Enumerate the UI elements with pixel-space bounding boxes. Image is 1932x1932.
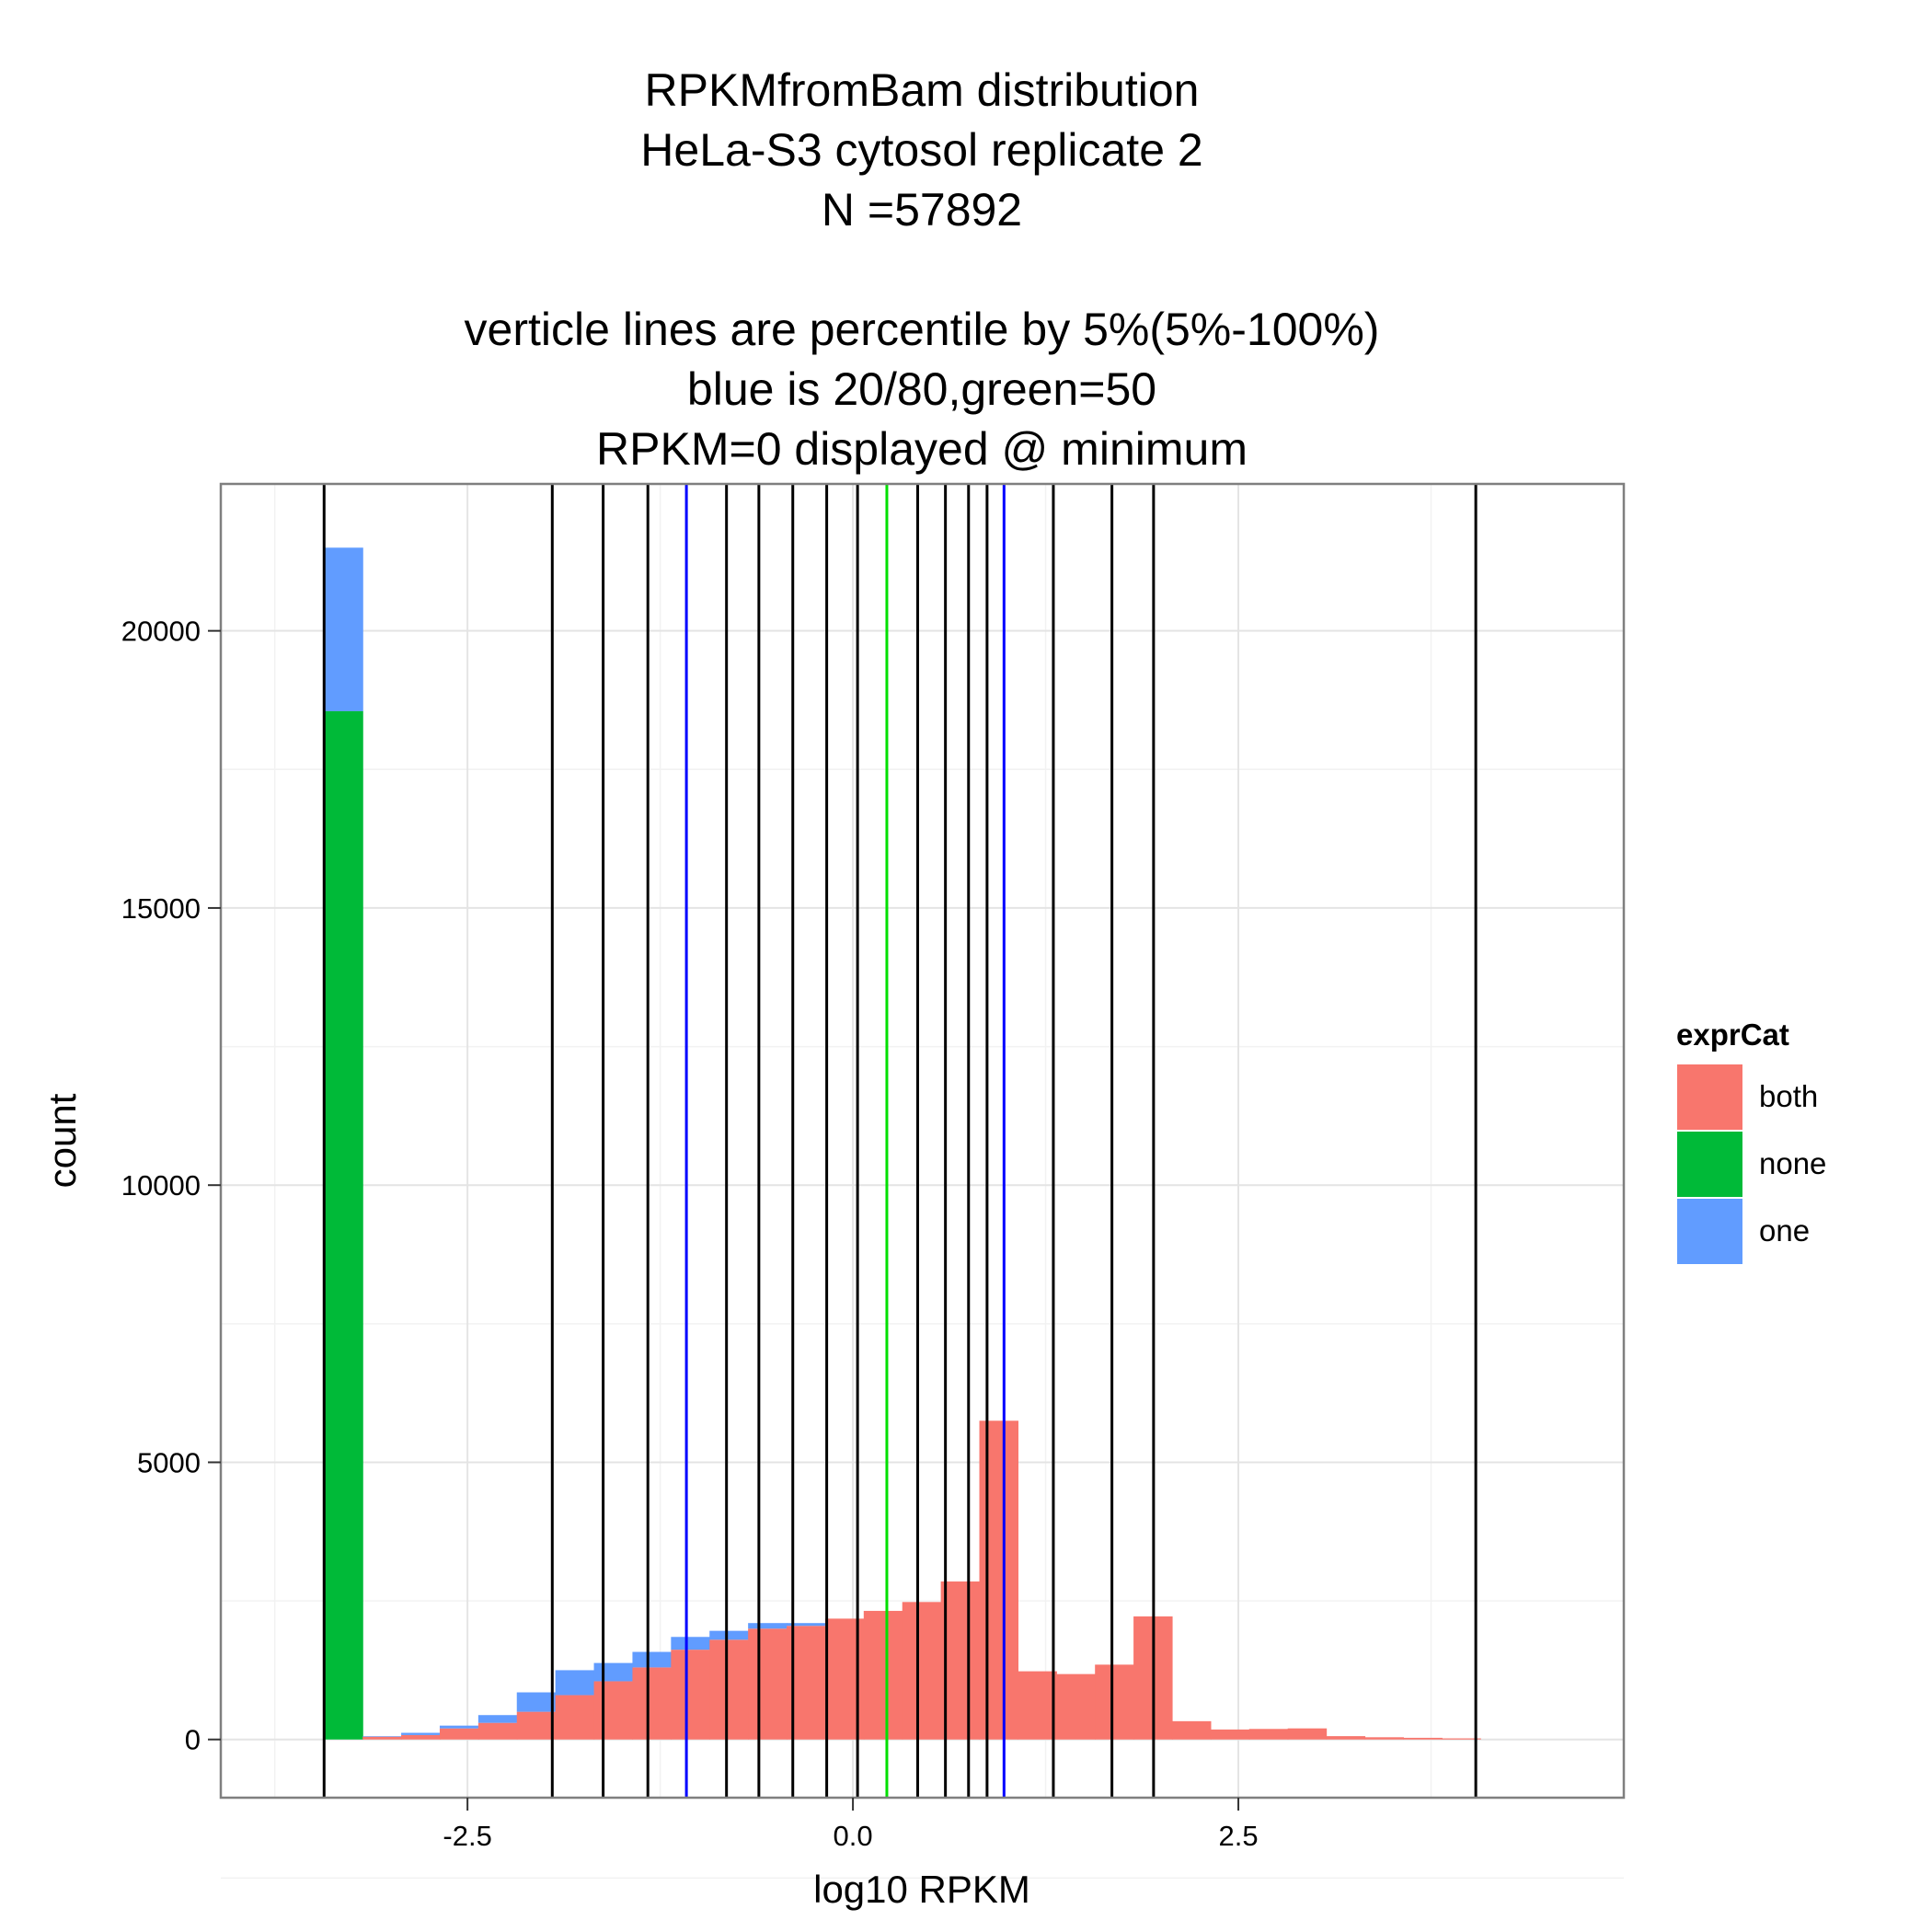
histogram-bar-both	[1248, 1729, 1289, 1740]
histogram-bar-one	[748, 1623, 788, 1629]
histogram-bar-one	[439, 1725, 479, 1729]
histogram-bar-both	[940, 1581, 981, 1740]
x-axis: -2.5 0.0 2.5	[443, 1798, 1259, 1852]
legend-label-none: none	[1759, 1146, 1826, 1180]
histogram-bar-both	[1095, 1664, 1134, 1740]
histogram-bar-both	[1442, 1738, 1481, 1740]
legend-label-both: both	[1759, 1079, 1818, 1113]
histogram-bar-both	[362, 1736, 402, 1740]
histogram-bar-both	[1287, 1728, 1328, 1740]
histogram-bar-both	[902, 1602, 942, 1740]
histogram-bar-both	[709, 1639, 749, 1740]
histogram-bar-both	[671, 1650, 710, 1740]
legend-swatch-one	[1675, 1197, 1744, 1266]
y-axis-tick-label: 15000	[121, 892, 201, 925]
histogram-bar-both	[555, 1695, 595, 1740]
histogram-bar-both	[1326, 1736, 1366, 1740]
histogram-bar-one	[401, 1732, 441, 1735]
histogram-bar-both	[748, 1628, 788, 1740]
legend-swatch-both	[1675, 1063, 1744, 1132]
y-axis: 0 5000 10000 15000 20000	[121, 615, 221, 1756]
histogram-bar-both	[1056, 1673, 1096, 1740]
histogram-bar-one	[632, 1651, 672, 1668]
plot-panel	[221, 484, 1624, 1798]
histogram-bar-none	[324, 711, 363, 1740]
chart-title-line: RPKM=0 displayed @ minimum	[596, 423, 1248, 475]
x-axis-title: log10 RPKM	[813, 1868, 1030, 1911]
histogram-bar-one	[516, 1692, 557, 1712]
histogram-bar-both	[1210, 1729, 1250, 1740]
histogram-bar-both	[593, 1681, 634, 1740]
histogram-bars	[324, 547, 1481, 1740]
histogram-bar-one	[324, 547, 363, 712]
x-axis-tick-label: -2.5	[443, 1820, 491, 1852]
histogram-bar-one	[671, 1637, 710, 1650]
histogram-bar-one	[362, 1736, 402, 1737]
legend-swatch-none	[1675, 1130, 1744, 1199]
percentile-lines	[322, 484, 1478, 1798]
histogram-bar-both	[1171, 1720, 1212, 1740]
chart-title-line: N =57892	[822, 184, 1022, 236]
histogram-bar-both	[439, 1728, 479, 1740]
y-axis-tick-label: 0	[185, 1724, 201, 1756]
chart-title-line: verticle lines are percentile by 5%(5%-1…	[465, 304, 1380, 355]
histogram-bar-one	[477, 1715, 518, 1723]
chart-title-line: RPKMfromBam distribution	[645, 64, 1200, 116]
chart-title: RPKMfromBam distribution HeLa-S3 cytosol …	[465, 64, 1380, 475]
legend-label-one: one	[1759, 1213, 1810, 1248]
histogram-bar-both	[477, 1722, 518, 1740]
x-axis-tick-label: 0.0	[834, 1820, 873, 1852]
plot-panel-border	[219, 482, 1626, 1800]
histogram-bar-both	[1403, 1737, 1443, 1740]
histogram-bar-one	[593, 1662, 634, 1682]
histogram-bar-both	[863, 1610, 903, 1740]
histogram-bar-one	[709, 1630, 749, 1640]
histogram-bar-both	[632, 1667, 672, 1740]
histogram-bar-one	[555, 1670, 595, 1696]
y-axis-title: count	[40, 1093, 84, 1188]
chart-title-line: blue is 20/80,green=50	[687, 363, 1156, 415]
legend-title: exprCat	[1676, 1018, 1789, 1052]
y-axis-tick-label: 10000	[121, 1169, 201, 1202]
histogram-bar-both	[1364, 1737, 1404, 1740]
histogram-bar-both	[1018, 1671, 1057, 1740]
histogram-bar-both	[516, 1711, 557, 1740]
y-axis-tick-label: 20000	[121, 615, 201, 648]
histogram-bar-both	[401, 1734, 441, 1740]
chart-title-line: HeLa-S3 cytosol replicate 2	[640, 124, 1202, 176]
histogram-bar-both	[979, 1420, 1019, 1740]
legend: exprCat both none one	[1675, 1018, 1826, 1266]
y-axis-tick-label: 5000	[137, 1446, 201, 1478]
x-axis-tick-label: 2.5	[1218, 1820, 1258, 1852]
histogram-bar-one	[787, 1623, 826, 1627]
